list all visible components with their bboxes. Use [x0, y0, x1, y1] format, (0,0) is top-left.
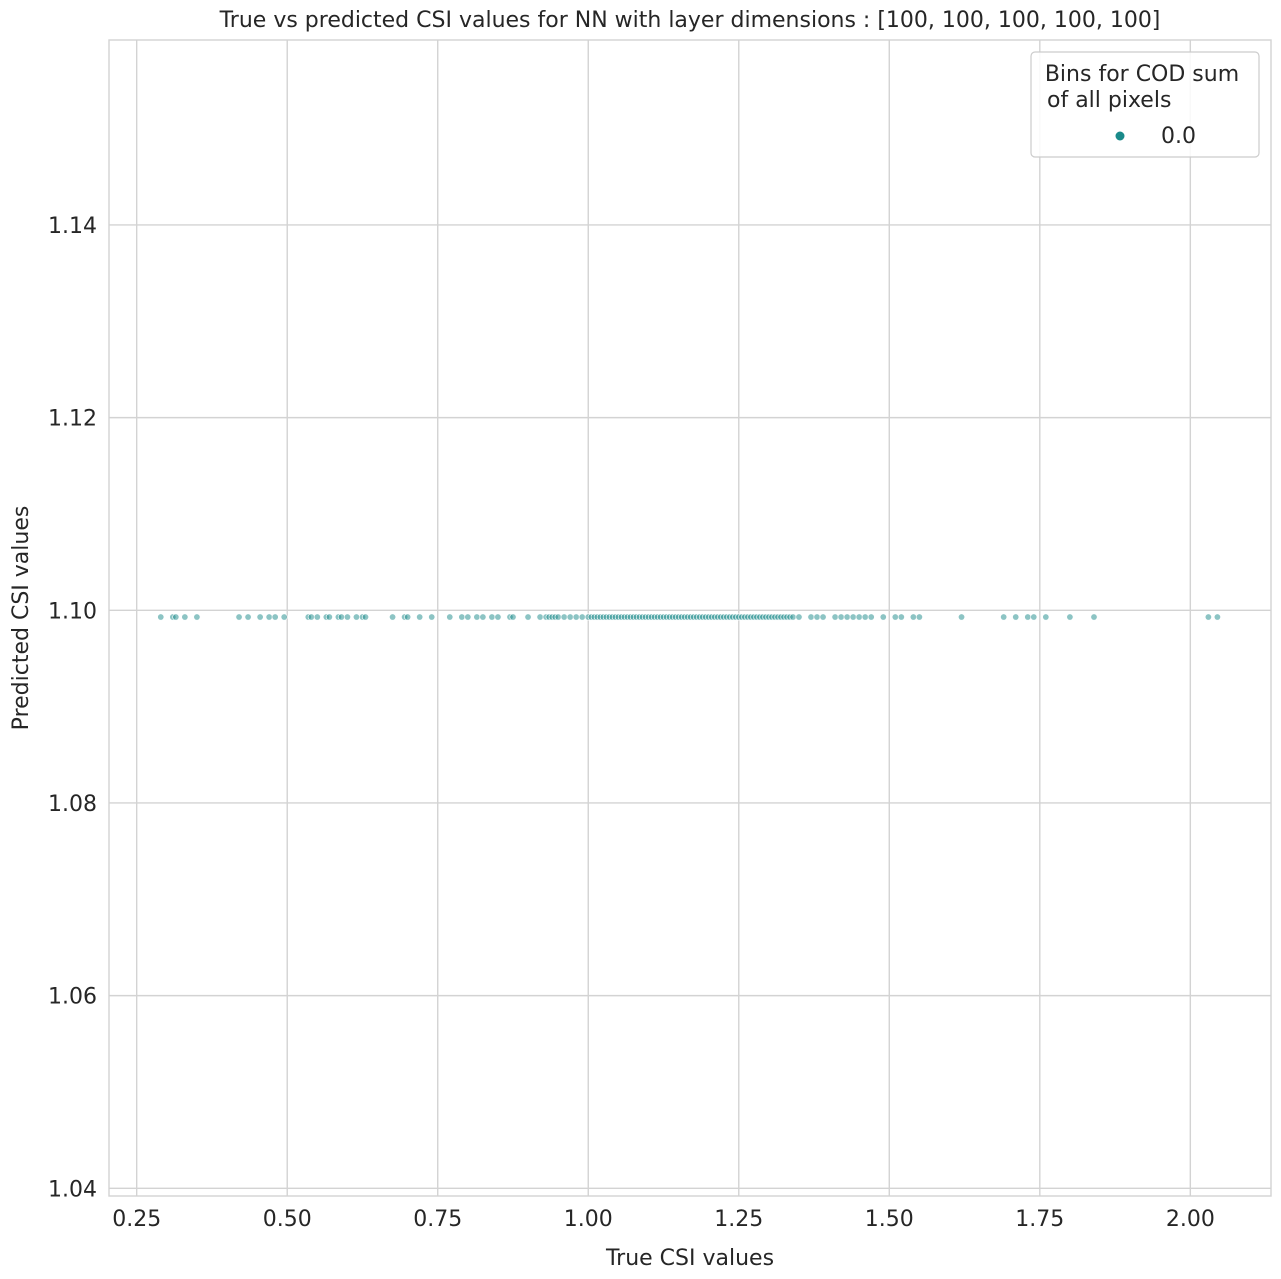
y-tick-label: 1.04 — [48, 1177, 97, 1202]
y-tick-label: 1.14 — [48, 214, 97, 239]
x-tick-label: 0.50 — [263, 1207, 312, 1232]
x-tick-label: 1.25 — [714, 1207, 763, 1232]
y-tick-label: 1.12 — [48, 407, 97, 432]
data-point — [325, 613, 333, 621]
data-point — [891, 613, 899, 621]
data-point — [235, 613, 243, 621]
data-point — [789, 613, 797, 621]
data-point — [181, 613, 189, 621]
data-point — [193, 613, 201, 621]
data-point — [1213, 613, 1221, 621]
data-point — [554, 613, 562, 621]
x-tick-label: 0.75 — [413, 1207, 462, 1232]
data-point — [578, 613, 586, 621]
data-point — [494, 613, 502, 621]
y-tick-label: 1.06 — [48, 985, 97, 1010]
data-point — [446, 613, 454, 621]
data-point — [404, 613, 412, 621]
data-point — [172, 613, 180, 621]
y-axis-label: Predicted CSI values — [9, 506, 34, 731]
data-point — [1090, 613, 1098, 621]
data-point — [1012, 613, 1020, 621]
legend-title-line2: of all pixels — [1040, 88, 1171, 113]
x-tick-label: 1.50 — [865, 1207, 914, 1232]
legend-box — [1030, 51, 1260, 158]
data-point — [1000, 613, 1008, 621]
x-tick-label: 1.00 — [564, 1207, 613, 1232]
y-tick-label: 1.08 — [48, 792, 97, 817]
data-point — [280, 613, 288, 621]
data-point — [566, 613, 574, 621]
data-point — [479, 613, 487, 621]
data-point — [361, 613, 369, 621]
data-point — [337, 613, 345, 621]
data-point — [1042, 613, 1050, 621]
data-point — [855, 613, 863, 621]
legend-title-line1: Bins for COD sum — [1045, 62, 1239, 87]
y-tick-label: 1.10 — [48, 599, 97, 624]
y-gridlines — [109, 224, 1271, 1189]
data-point — [343, 613, 351, 621]
data-point — [157, 613, 165, 621]
data-point — [861, 613, 869, 621]
data-point — [313, 613, 321, 621]
data-points — [157, 613, 1221, 621]
data-point — [831, 613, 839, 621]
data-point — [560, 613, 568, 621]
data-point — [572, 613, 580, 621]
data-point — [389, 613, 397, 621]
data-point — [897, 613, 905, 621]
data-point — [1066, 613, 1074, 621]
data-point — [819, 613, 827, 621]
data-point — [244, 613, 252, 621]
data-point — [837, 613, 845, 621]
data-point — [843, 613, 851, 621]
x-tick-label: 0.25 — [112, 1207, 161, 1232]
data-point — [909, 613, 917, 621]
data-point — [807, 613, 815, 621]
data-point — [509, 613, 517, 621]
data-point — [849, 613, 857, 621]
x-tick-label: 1.75 — [1015, 1207, 1064, 1232]
data-point — [879, 613, 887, 621]
x-tick-labels: 0.25 0.50 0.75 1.00 1.25 1.50 1.75 2.00 — [112, 1207, 1215, 1232]
plot-frame — [108, 39, 1272, 1197]
data-point — [958, 613, 966, 621]
legend-entry-label: 0.0 — [1161, 124, 1196, 149]
data-point — [488, 613, 496, 621]
data-point — [307, 613, 315, 621]
data-point — [867, 613, 875, 621]
data-point — [473, 613, 481, 621]
legend: Bins for COD sum of all pixels 0.0 — [1030, 51, 1260, 158]
legend-marker — [1115, 131, 1125, 141]
data-point — [524, 613, 532, 621]
data-point — [271, 613, 279, 621]
data-point — [265, 613, 273, 621]
data-point — [915, 613, 923, 621]
data-point — [464, 613, 472, 621]
data-point — [416, 613, 424, 621]
x-axis-label: True CSI values — [605, 1246, 774, 1271]
data-point — [428, 613, 436, 621]
data-point — [256, 613, 264, 621]
chart-title: True vs predicted CSI values for NN with… — [219, 8, 1161, 33]
data-point — [458, 613, 466, 621]
data-point — [352, 613, 360, 621]
data-point — [536, 613, 544, 621]
y-tick-labels: 1.04 1.06 1.08 1.10 1.12 1.14 — [48, 214, 97, 1202]
data-point — [1204, 613, 1212, 621]
data-point — [813, 613, 821, 621]
data-point — [795, 613, 803, 621]
data-point — [1024, 613, 1032, 621]
x-tick-label: 2.00 — [1166, 1207, 1215, 1232]
data-point — [1030, 613, 1038, 621]
